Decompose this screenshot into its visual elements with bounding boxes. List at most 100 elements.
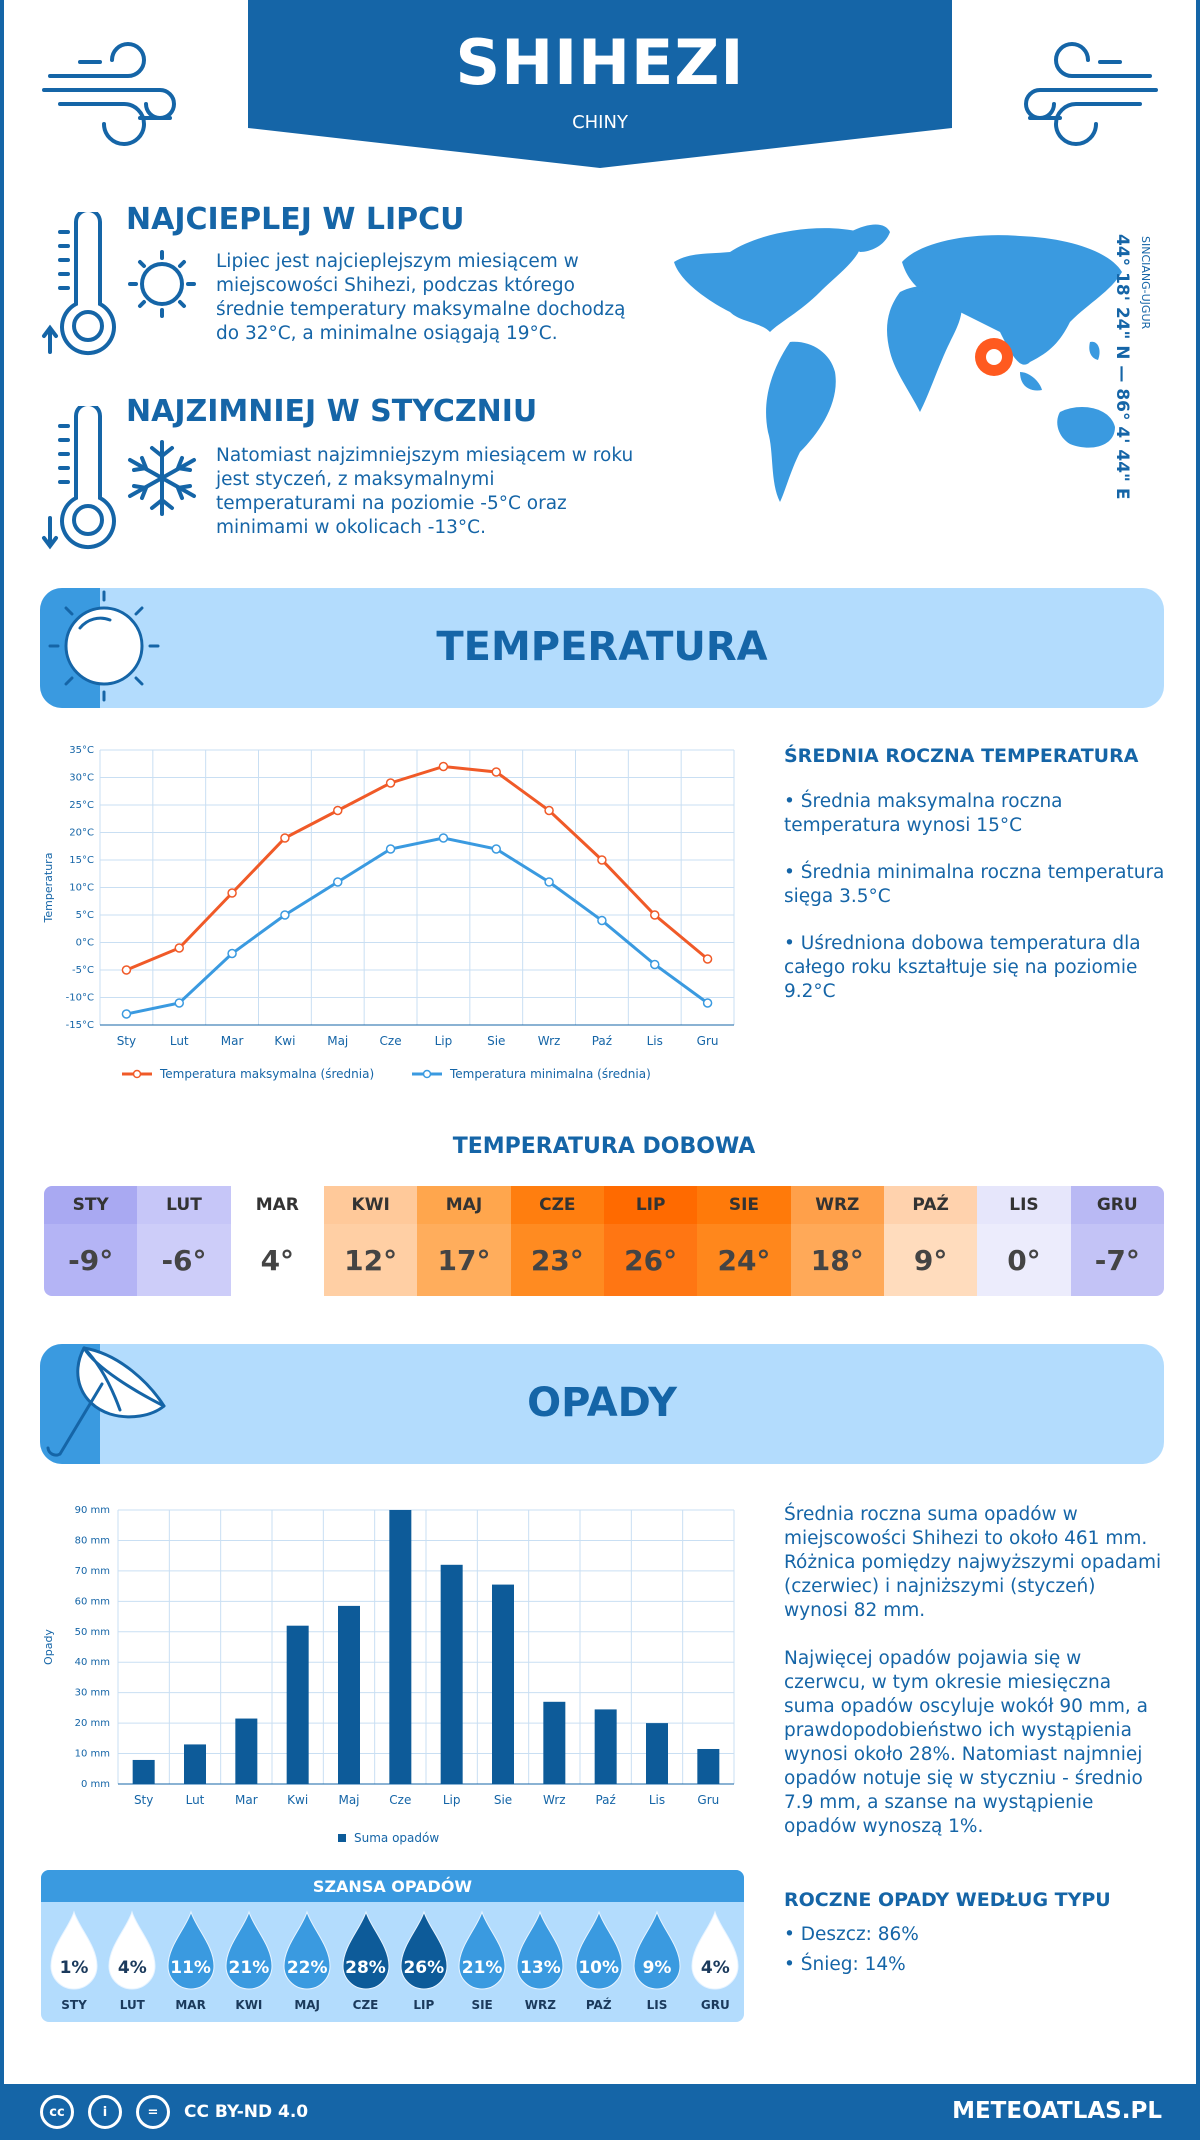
x-tick-label: Lis [649, 1793, 665, 1807]
daily-temp-title: TEMPERATURA DOBOWA [452, 1134, 756, 1159]
month-label: PAŹ [585, 1998, 612, 2012]
daily-temp-value: 12° [323, 1224, 418, 1296]
precip-types-title: ROCZNE OPADY WEDŁUG TYPU [784, 1889, 1111, 1911]
x-tick-label: Paź [595, 1793, 615, 1807]
data-point [333, 877, 343, 887]
x-tick-label: Sie [494, 1793, 512, 1807]
month-label: KWI [235, 1998, 263, 2012]
x-tick-label: Sty [134, 1793, 153, 1807]
y-axis-label: Temperatura [42, 853, 55, 924]
bar [286, 1625, 309, 1784]
x-tick-label: Cze [389, 1793, 411, 1807]
raindrop-shape [225, 1910, 273, 1990]
raindrop-icon [400, 1910, 448, 1990]
bar [338, 1605, 360, 1784]
site-link[interactable]: METEOATLAS.PL [952, 2098, 1162, 2124]
x-tick-label: Lip [443, 1793, 461, 1807]
infographic-page: SHIHEZI CHINY NAJCIEPLE [4, 0, 1196, 2084]
x-tick-label: Lut [170, 1034, 189, 1048]
data-point [702, 998, 713, 1008]
chance-value: 10% [578, 1958, 620, 1978]
month-label: STY [44, 1186, 138, 1224]
footer: cc i = CC BY-ND 4.0 METEOATLAS.PL [0, 2084, 1200, 2140]
y-tick-label: 0 mm [81, 1779, 110, 1790]
daily-temp-cell: LIS 0° [977, 1186, 1071, 1296]
data-point [174, 998, 184, 1008]
daily-temp-cell: SIE 24° [697, 1186, 791, 1296]
daily-temp-value: 26° [603, 1224, 698, 1296]
cc-icon: cc [40, 2095, 74, 2129]
daily-temp-cell: LUT -6° [137, 1186, 231, 1296]
month-label: PAŹ [883, 1186, 978, 1224]
raindrop-icon [167, 1910, 215, 1990]
temperature-title: TEMPERATURA [436, 624, 768, 670]
month-label: LIP [603, 1186, 698, 1224]
coldest-text: Natomiast najzimniejszym miesiącem w rok… [216, 445, 634, 538]
x-tick-label: Kwi [274, 1034, 295, 1048]
data-point [650, 910, 660, 920]
data-point [121, 965, 132, 975]
x-tick-label: Gru [697, 1034, 719, 1048]
y-tick-label: 10 mm [75, 1749, 110, 1760]
x-tick-label: Sie [487, 1034, 505, 1048]
country-subtitle: CHINY [572, 112, 628, 133]
daily-temp-value: 0° [977, 1224, 1071, 1296]
x-tick-label: Lis [647, 1034, 663, 1048]
temp-bullet: • Uśredniona dobowa temperatura dla całe… [784, 933, 1141, 1002]
raindrop-icon [341, 1910, 390, 1990]
sun-icon [48, 590, 160, 702]
city-title: SHIHEZI [455, 26, 745, 99]
chance-value: 22% [286, 1958, 328, 1978]
y-tick-label: 80 mm [75, 1535, 110, 1546]
bar [440, 1564, 463, 1784]
hottest-title: NAJCIEPLEJ W LIPCU [126, 202, 465, 237]
bar [184, 1744, 206, 1784]
series-line [126, 836, 709, 1016]
no-derivatives-icon: = [136, 2095, 170, 2129]
precip-paragraph: Najwięcej opadów pojawia się w czerwcu, … [784, 1648, 1148, 1837]
precip-paragraph: Średnia roczna suma opadów w miejscowośc… [784, 1504, 1162, 1621]
y-tick-label: -10°C [66, 993, 94, 1004]
month-label: SIE [471, 1998, 493, 2012]
month-label: GRU [1070, 1186, 1164, 1224]
legend-marker [132, 1069, 142, 1079]
temp-bullet: • Średnia minimalna roczna temperatura s… [784, 862, 1165, 907]
y-tick-label: 30°C [69, 773, 94, 784]
raindrop-shape [50, 1910, 98, 1990]
raindrop-shape [108, 1910, 156, 1990]
data-point [491, 844, 501, 854]
month-label: WRZ [790, 1186, 884, 1224]
daily-temp-value: 24° [697, 1224, 791, 1296]
precip-type: • Deszcz: 86% [784, 1924, 919, 1945]
raindrop-shape [691, 1910, 739, 1990]
raindrop-shape [341, 1910, 390, 1990]
daily-temp-value: 4° [230, 1224, 324, 1296]
precipitation-band: OPADY [40, 1344, 1164, 1464]
cold-thermometer-icon [42, 406, 196, 550]
raindrop-icon [108, 1910, 156, 1990]
data-point [385, 778, 396, 788]
chance-value: 4% [700, 1958, 730, 1978]
data-point [544, 877, 554, 887]
data-point [597, 915, 607, 926]
y-tick-label: 25°C [69, 800, 94, 811]
data-point [121, 1009, 132, 1019]
raindrop-shape [458, 1910, 506, 1990]
x-tick-label: Maj [338, 1793, 359, 1807]
y-tick-label: 90 mm [75, 1505, 110, 1516]
bar [594, 1709, 617, 1784]
month-label: GRU [700, 1998, 730, 2012]
month-label: LUT [119, 1998, 145, 2012]
x-tick-label: Mar [235, 1793, 258, 1807]
y-tick-label: 70 mm [75, 1566, 110, 1577]
precip-chance-drops: 1% STY 4% LUT 11% MAR 21% KWI 22% MAJ 28% CZE 26% LIP… [41, 1910, 744, 2020]
x-tick-label: Mar [221, 1034, 244, 1048]
data-point [174, 943, 184, 953]
data-point [280, 833, 290, 843]
chance-value: 21% [228, 1958, 270, 1978]
daily-temp-value: -6° [137, 1224, 231, 1296]
temp-bullet: • Średnia maksymalna roczna temperatura … [784, 791, 1063, 836]
y-tick-label: -5°C [72, 965, 94, 976]
y-tick-label: 50 mm [75, 1627, 110, 1638]
x-tick-label: Lip [435, 1034, 453, 1048]
